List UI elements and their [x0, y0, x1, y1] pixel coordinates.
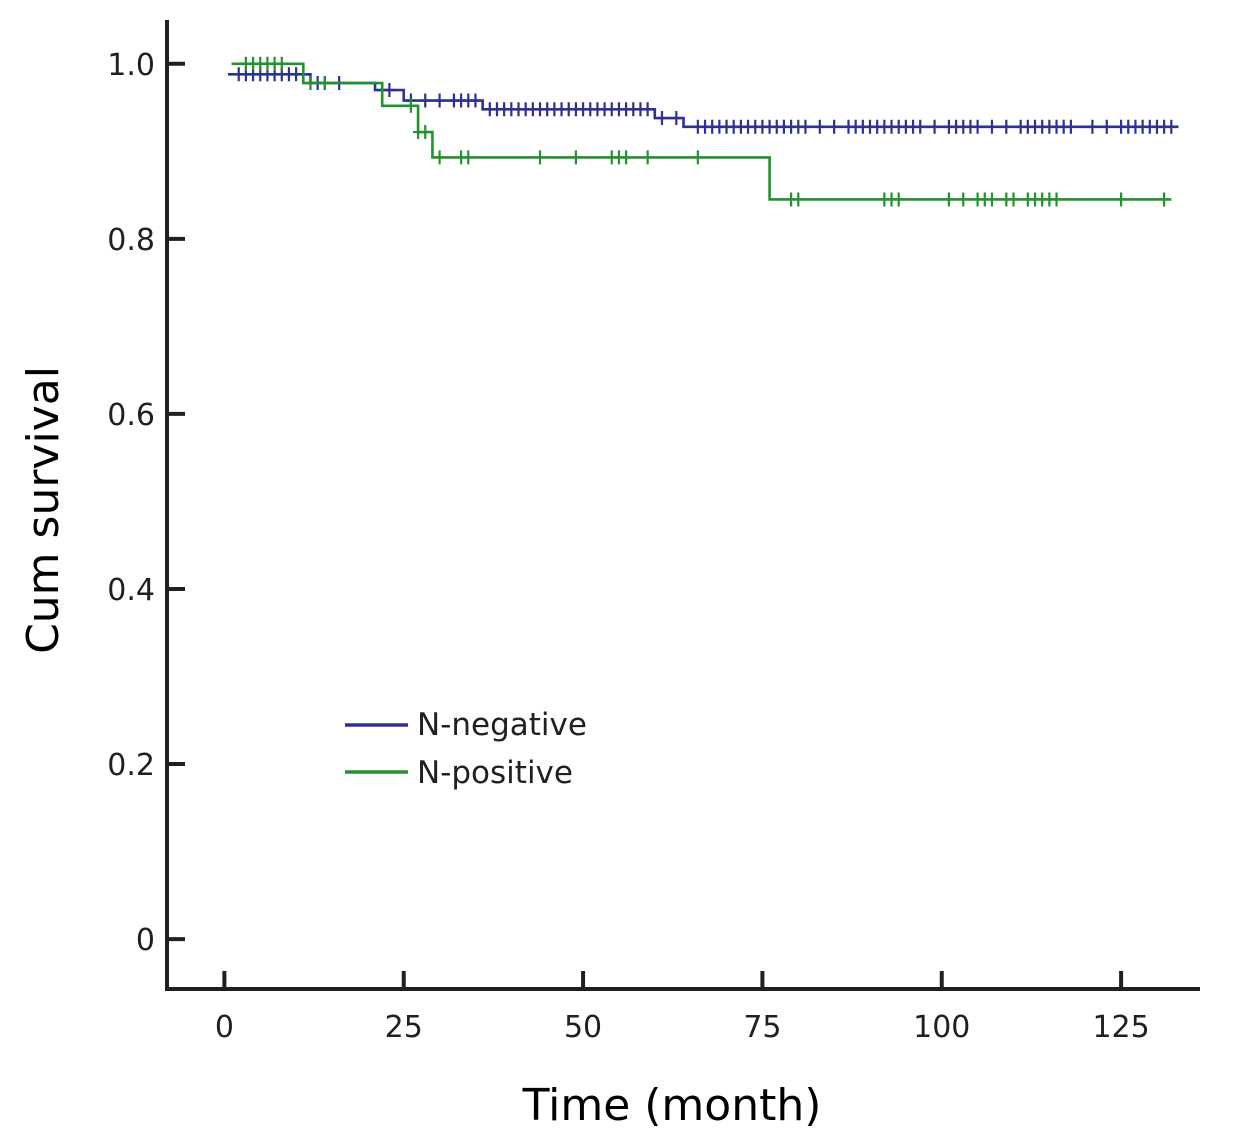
censor-mark	[793, 192, 804, 207]
censor-mark	[319, 76, 330, 91]
censor-mark	[305, 76, 316, 91]
censor-mark	[470, 93, 481, 108]
y-tick-label: 0	[136, 923, 155, 958]
x-axis-ticks: 0 25 50 75 100 125	[215, 971, 1150, 1045]
censor-mark	[405, 98, 416, 113]
censor-mark	[642, 102, 653, 117]
censor-mark	[1008, 192, 1019, 207]
x-axis-title: Time (month)	[522, 1080, 822, 1131]
censor-mark	[893, 192, 904, 207]
censor-mark	[1101, 119, 1112, 134]
x-tick-label: 0	[215, 1010, 234, 1045]
y-tick-label: 0.2	[107, 748, 155, 783]
censor-mark	[656, 111, 667, 126]
censor-mark	[929, 119, 940, 134]
censor-mark	[671, 111, 682, 126]
censor-mark	[642, 150, 653, 165]
x-tick-label: 50	[564, 1010, 602, 1045]
legend-label-n-positive: N-positive	[417, 755, 573, 791]
censor-mark	[420, 125, 431, 140]
censor-mark	[463, 150, 474, 165]
series-n-negative	[227, 67, 1179, 134]
censor-mark	[420, 93, 431, 108]
censor-mark	[958, 192, 969, 207]
censor-mark	[1087, 119, 1098, 134]
y-tick-label: 0.8	[107, 223, 155, 258]
censor-mark	[1159, 192, 1170, 207]
censor-mark	[434, 93, 445, 108]
censor-mark	[621, 150, 632, 165]
series-n-positive	[231, 56, 1172, 207]
x-tick-label: 125	[1092, 1010, 1149, 1045]
censor-mark	[384, 83, 395, 98]
censor-mark	[1001, 119, 1012, 134]
y-tick-label: 0.4	[107, 573, 155, 608]
y-tick-label: 1.0	[107, 48, 155, 83]
censor-mark	[1116, 192, 1127, 207]
censor-mark	[535, 150, 546, 165]
censor-mark	[1166, 119, 1177, 134]
censor-mark	[434, 150, 445, 165]
censor-mark	[276, 56, 287, 71]
y-tick-label: 0.6	[107, 398, 155, 433]
legend-label-n-negative: N-negative	[417, 707, 587, 743]
censor-mark	[1051, 192, 1062, 207]
censor-mark	[814, 119, 825, 134]
censor-mark	[915, 119, 926, 134]
x-tick-label: 100	[913, 1010, 970, 1045]
survival-curve-n-positive	[231, 62, 1172, 201]
censor-mark	[986, 192, 997, 207]
censor-mark	[692, 150, 703, 165]
censor-mark	[972, 119, 983, 134]
censor-mark	[1065, 119, 1076, 134]
x-tick-label: 25	[385, 1010, 423, 1045]
x-tick-label: 75	[743, 1010, 781, 1045]
legend: N-negative N-positive	[345, 707, 587, 791]
censor-mark	[570, 150, 581, 165]
censor-mark	[986, 119, 997, 134]
y-axis-title: Cum survival	[18, 366, 69, 654]
censor-mark	[829, 119, 840, 134]
y-axis-ticks: 0 0.2 0.4 0.6 0.8 1.0	[107, 48, 185, 958]
censor-mark	[800, 119, 811, 134]
plot-area	[227, 56, 1179, 207]
censor-mark	[943, 192, 954, 207]
